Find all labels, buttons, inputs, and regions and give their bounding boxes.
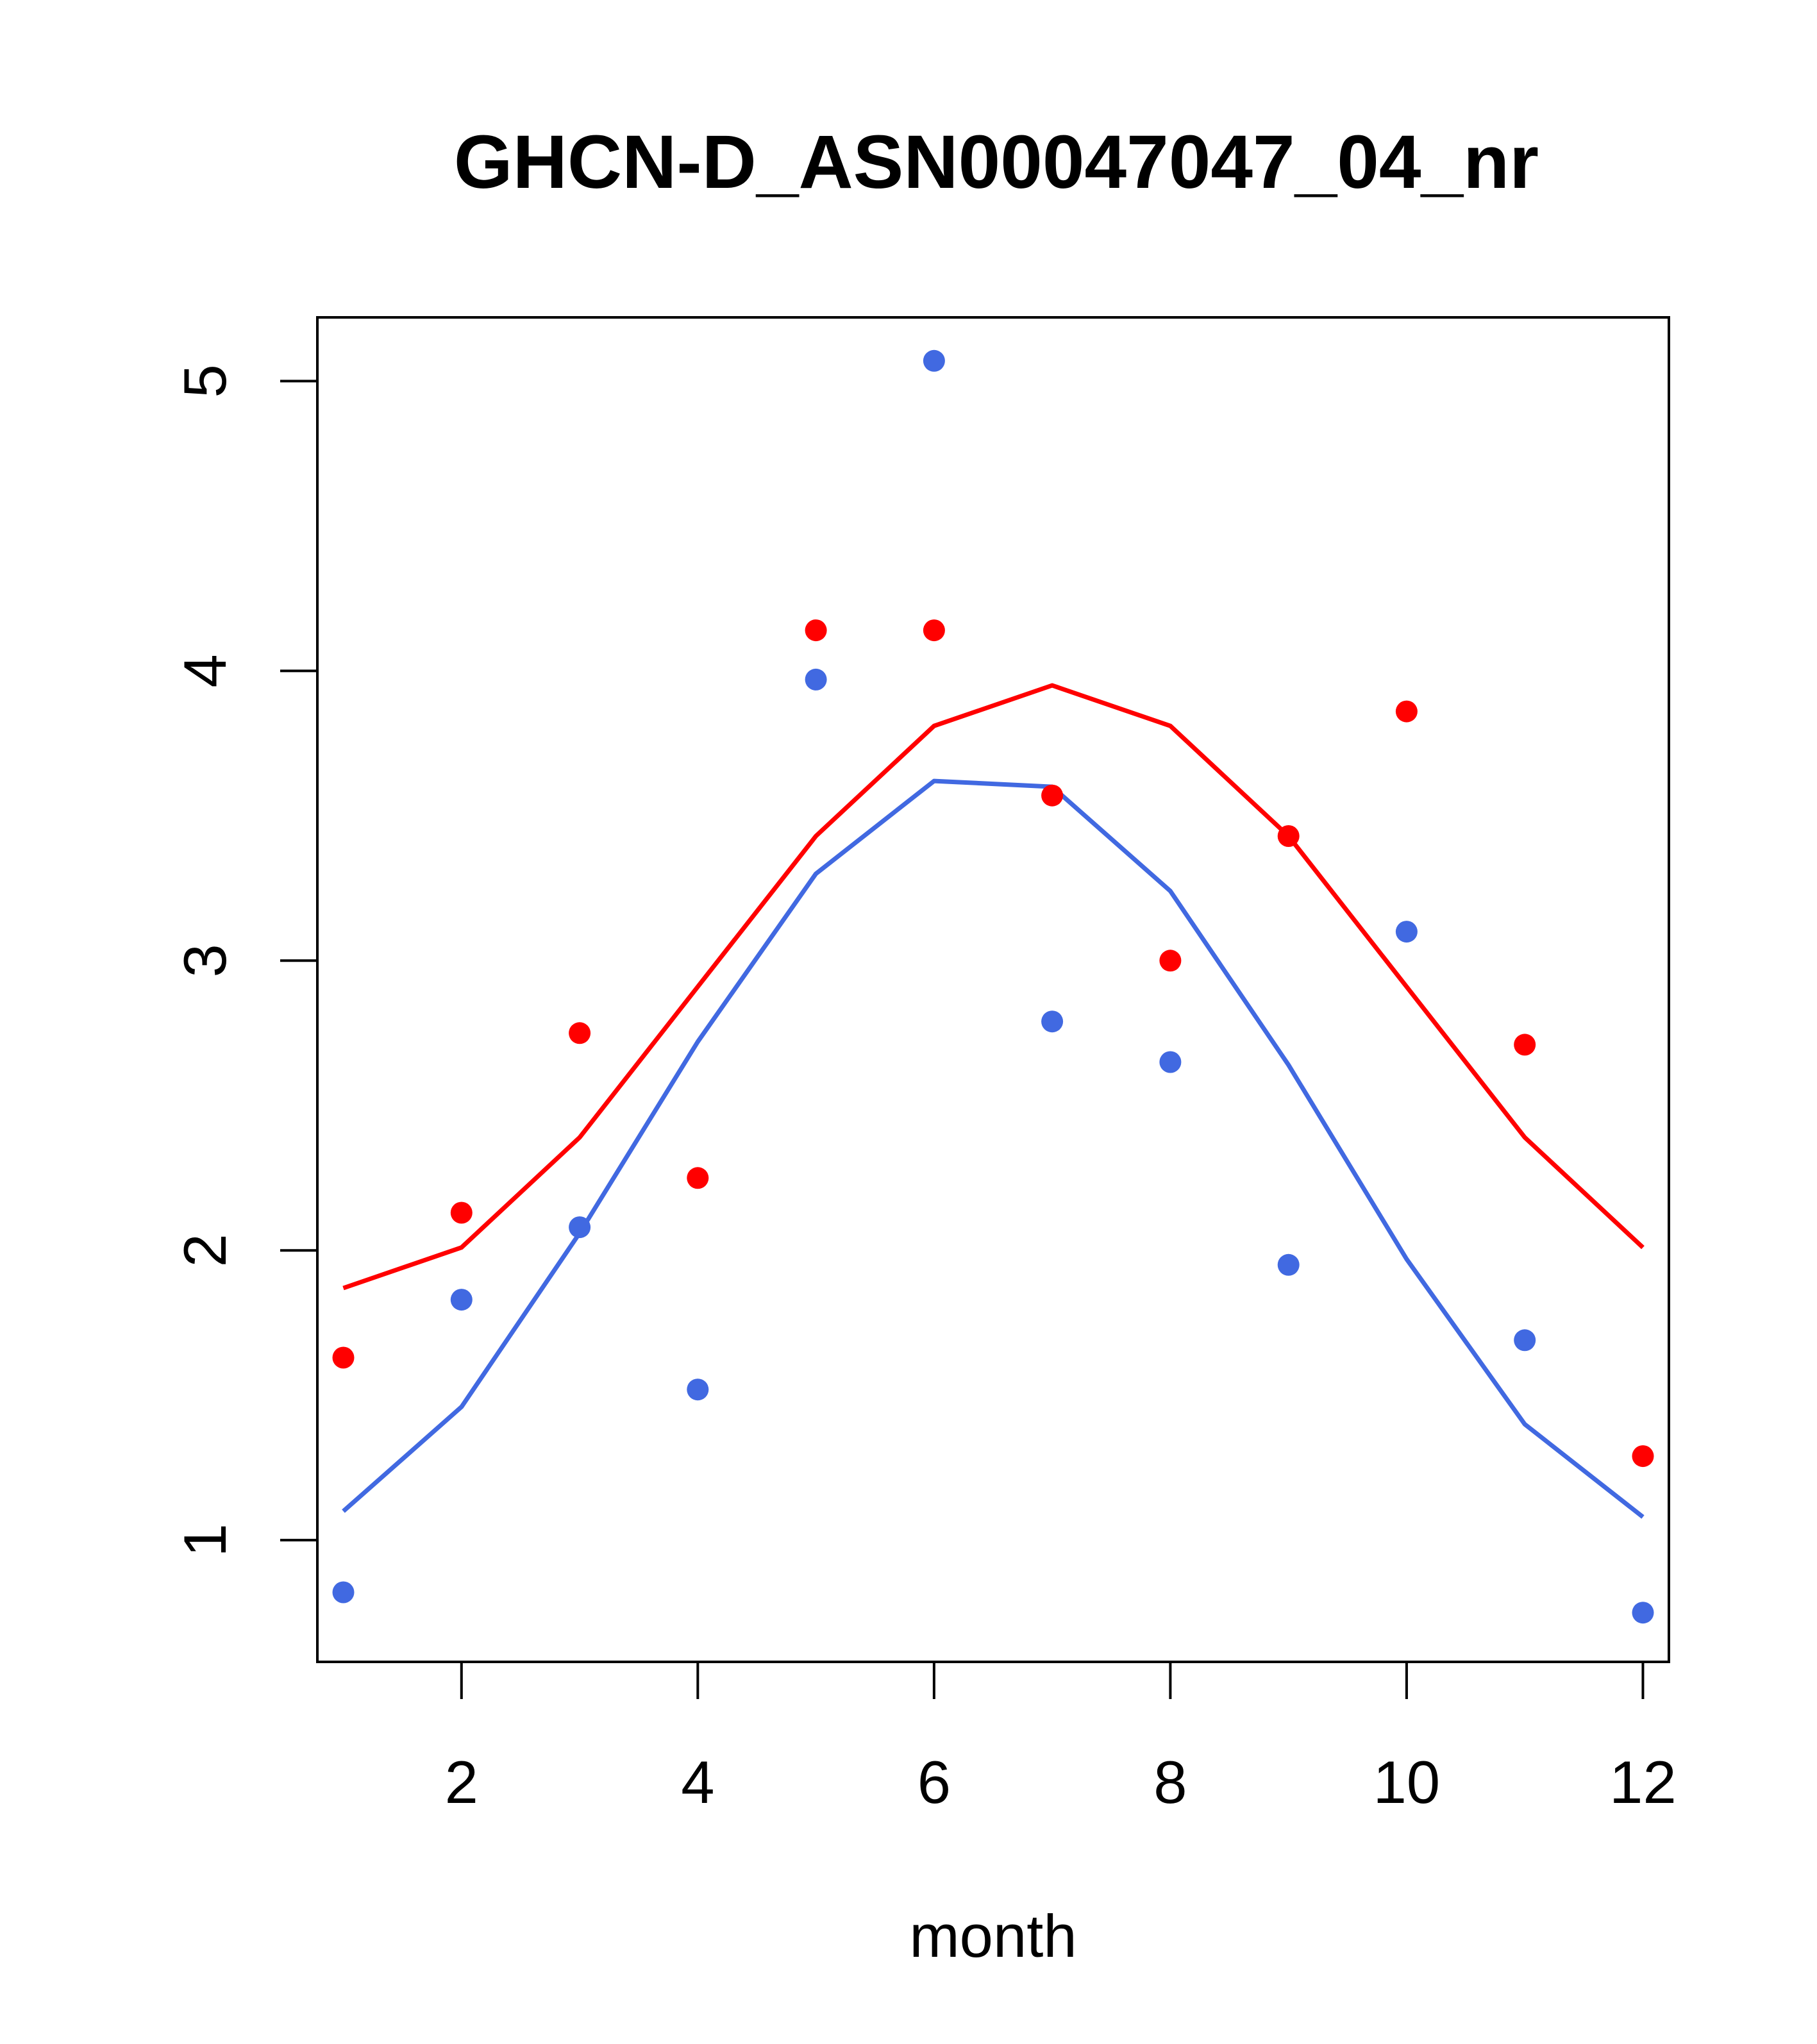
- series-2-point: [923, 349, 945, 372]
- series-1-point: [923, 619, 945, 642]
- series-2-curve: [342, 778, 1645, 1519]
- series-1-point: [687, 1167, 709, 1189]
- series-1-point: [332, 1346, 355, 1369]
- series-1-point: [1632, 1445, 1654, 1468]
- series-points: [332, 349, 1654, 1624]
- x-axis: 2 4 6 8 10 12: [445, 1661, 1677, 1816]
- y-tick-label: 5: [171, 364, 239, 398]
- x-tick-label: 8: [1153, 1748, 1187, 1816]
- x-tick-label: 12: [1609, 1748, 1677, 1816]
- series-1-point: [1277, 825, 1300, 847]
- y-tick-label: 4: [171, 654, 239, 687]
- x-axis-label: month: [909, 1902, 1076, 1970]
- series-2-point: [805, 668, 827, 691]
- y-axis: 1 2 3 4 5: [171, 364, 319, 1557]
- series-2-point: [450, 1289, 473, 1311]
- series-1-point: [1514, 1034, 1536, 1056]
- series-1-point: [1395, 700, 1418, 723]
- series-1-point: [569, 1022, 591, 1044]
- series-1-curve: [342, 683, 1645, 1291]
- y-tick-label: 1: [171, 1523, 239, 1557]
- series-1-point: [450, 1202, 473, 1224]
- x-tick-label: 2: [445, 1748, 478, 1816]
- series-2-point: [332, 1581, 355, 1604]
- series-2-point: [1632, 1602, 1654, 1624]
- series-lines: [342, 683, 1645, 1519]
- series-2-point: [1395, 921, 1418, 943]
- series-2-point: [1514, 1329, 1536, 1352]
- series-2-point: [1277, 1253, 1300, 1276]
- y-tick-label: 3: [171, 944, 239, 977]
- series-1-point: [1159, 950, 1182, 972]
- series-1-point: [1041, 784, 1064, 807]
- series-2-point: [687, 1378, 709, 1401]
- x-tick-label: 10: [1373, 1748, 1441, 1816]
- x-tick-label: 6: [917, 1748, 951, 1816]
- series-2-point: [569, 1216, 591, 1239]
- chart-title: GHCN-D_ASN00047047_04_nr: [454, 120, 1539, 205]
- series-2-point: [1159, 1051, 1182, 1073]
- x-tick-label: 4: [681, 1748, 714, 1816]
- y-tick-label: 2: [171, 1234, 239, 1267]
- series-1-point: [805, 619, 827, 642]
- series-2-point: [1041, 1010, 1064, 1033]
